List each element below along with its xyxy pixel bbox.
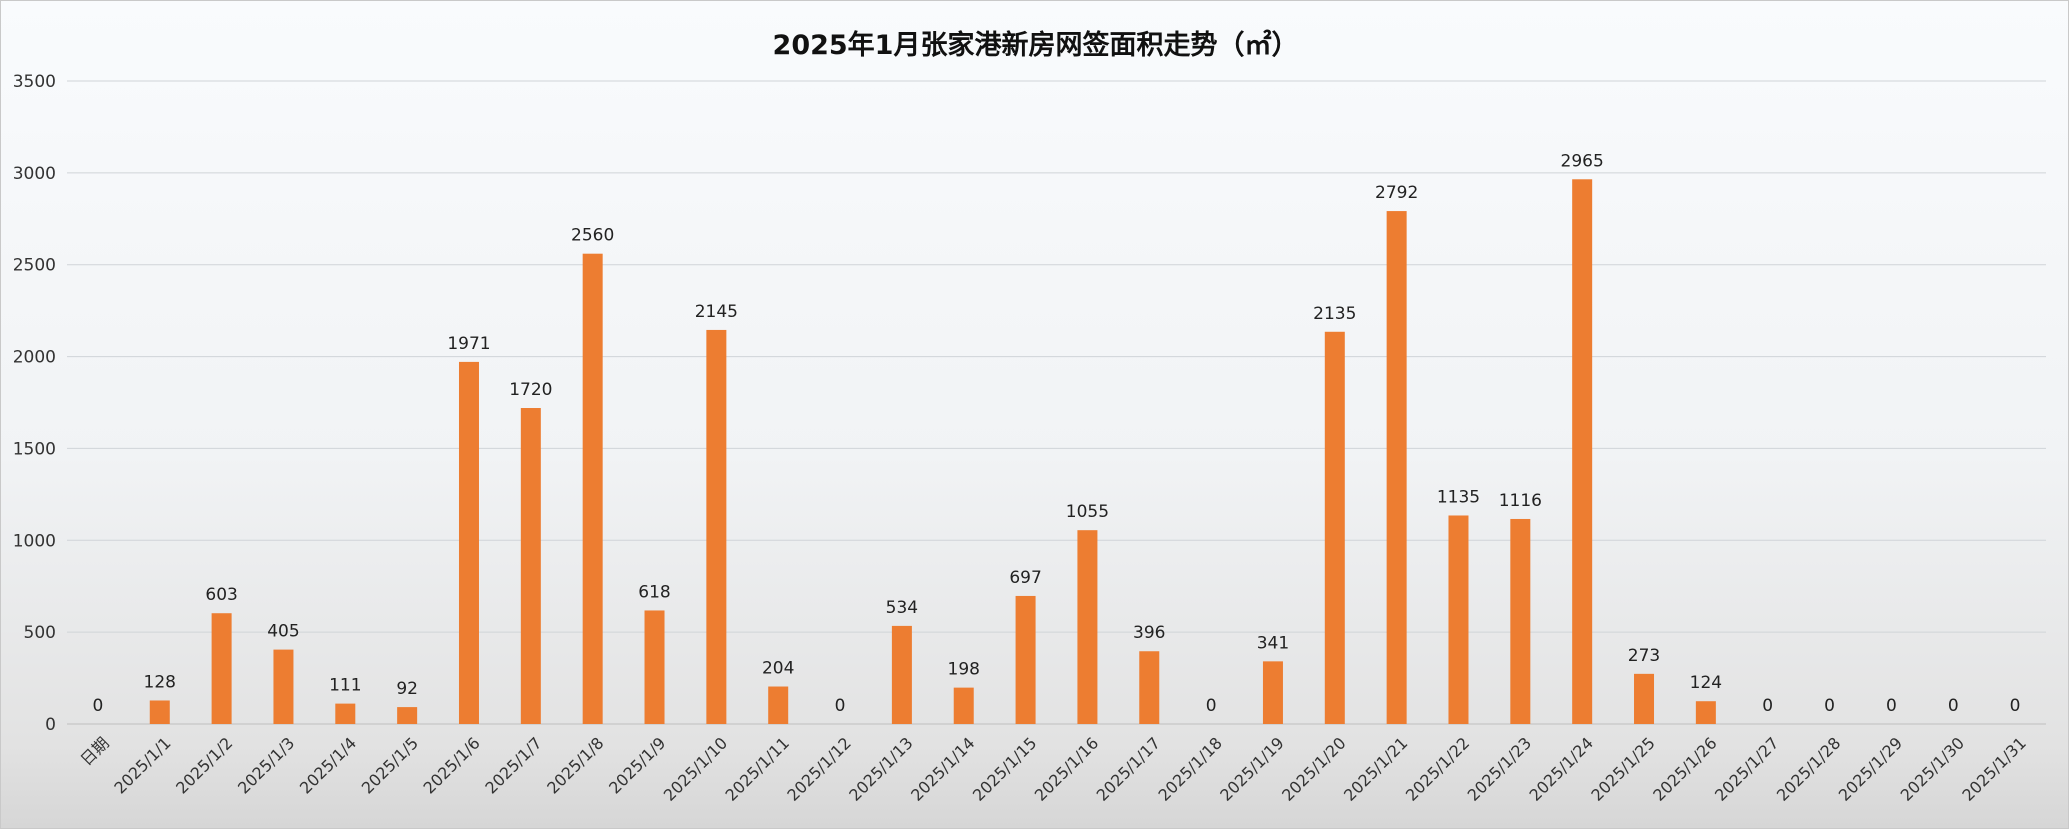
y-tick-label: 2000 [13, 348, 56, 368]
x-tick-label: 2025/1/17 [1093, 733, 1164, 804]
data-label: 0 [2010, 696, 2021, 716]
bar [458, 361, 479, 724]
bar [1324, 331, 1345, 724]
x-tick-label: 2025/1/10 [660, 733, 731, 804]
y-tick-label: 1500 [13, 439, 56, 459]
data-label: 341 [1257, 633, 1289, 653]
x-tick-label: 2025/1/19 [1216, 733, 1287, 804]
x-tick-label: 2025/1/28 [1773, 733, 1844, 804]
x-tick-label: 2025/1/16 [1031, 733, 1102, 804]
y-tick-label: 0 [45, 715, 56, 735]
data-label: 124 [1690, 673, 1722, 693]
data-label: 0 [1762, 696, 1773, 716]
bar [1262, 661, 1283, 724]
x-tick-label: 2025/1/4 [296, 733, 360, 797]
bar [582, 253, 603, 725]
x-tick-label: 2025/1/22 [1402, 733, 1473, 804]
data-label: 92 [396, 679, 418, 699]
data-label: 0 [1948, 696, 1959, 716]
bar [1077, 530, 1098, 724]
data-label: 1055 [1066, 502, 1109, 522]
x-tick-label: 2025/1/31 [1958, 733, 2029, 804]
bar [211, 613, 232, 724]
x-tick-label: 2025/1/13 [845, 733, 916, 804]
data-label: 396 [1133, 623, 1165, 643]
bar [1510, 518, 1531, 724]
bar [1015, 595, 1036, 724]
x-tick-label: 2025/1/1 [110, 733, 174, 797]
y-tick-label: 500 [24, 623, 56, 643]
data-label: 2965 [1561, 151, 1604, 171]
bar [335, 703, 356, 724]
data-label: 2145 [695, 302, 738, 322]
x-tick-label: 2025/1/2 [172, 733, 236, 797]
data-label: 128 [144, 672, 176, 692]
bar [953, 687, 974, 724]
data-label: 273 [1628, 646, 1660, 666]
data-label: 111 [329, 676, 361, 696]
data-label: 618 [638, 582, 670, 602]
x-tick-label: 2025/1/15 [969, 733, 1040, 804]
x-tick-label: 2025/1/18 [1154, 733, 1225, 804]
x-tick-label: 2025/1/23 [1464, 733, 1535, 804]
data-label: 534 [886, 598, 918, 618]
bar [706, 329, 727, 724]
x-tick-label: 2025/1/26 [1649, 733, 1720, 804]
x-tick-label: 2025/1/12 [783, 733, 854, 804]
bar [891, 625, 912, 724]
data-label: 697 [1009, 568, 1041, 588]
y-tick-label: 1000 [13, 531, 56, 551]
x-tick-label: 2025/1/5 [358, 733, 422, 797]
x-tick-label: 2025/1/11 [722, 733, 793, 804]
y-tick-label: 3500 [13, 72, 56, 92]
bar [273, 649, 294, 724]
bar [1572, 179, 1593, 725]
x-tick-label: 2025/1/7 [481, 733, 545, 797]
x-tick-label: 2025/1/24 [1526, 733, 1597, 804]
x-tick-label: 2025/1/30 [1897, 733, 1968, 804]
x-tick-label: 2025/1/9 [605, 733, 669, 797]
chart-title: 2025年1月张家港新房网签面积走势（㎡） [772, 30, 1299, 61]
x-tick-label: 2025/1/6 [420, 733, 484, 797]
data-label: 1116 [1499, 491, 1542, 511]
data-label: 204 [762, 659, 794, 679]
bar [1634, 673, 1655, 724]
x-tick-label: 2025/1/20 [1278, 733, 1349, 804]
bar [644, 610, 665, 724]
x-tick-label: 2025/1/14 [907, 733, 978, 804]
y-tick-label: 2500 [13, 256, 56, 276]
data-label: 2560 [571, 226, 614, 246]
x-tick-label: 2025/1/29 [1835, 733, 1906, 804]
bar [1139, 651, 1160, 724]
data-label: 0 [1824, 696, 1835, 716]
data-label: 2135 [1313, 304, 1356, 324]
data-label: 405 [267, 622, 299, 642]
data-label: 1135 [1437, 487, 1480, 507]
x-tick-label: 2025/1/8 [543, 733, 607, 797]
data-label: 0 [1886, 696, 1897, 716]
data-label: 198 [948, 660, 980, 680]
data-label: 0 [835, 696, 846, 716]
data-label: 1971 [447, 334, 490, 354]
bar [397, 707, 418, 724]
bar [149, 700, 170, 724]
x-tick-label: 2025/1/21 [1340, 733, 1411, 804]
bar [520, 408, 541, 724]
x-tick-label: 2025/1/25 [1587, 733, 1658, 804]
y-tick-label: 3000 [13, 164, 56, 184]
bar [1448, 515, 1469, 724]
data-label: 603 [205, 585, 237, 605]
data-label: 0 [93, 696, 104, 716]
data-label: 2792 [1375, 183, 1418, 203]
bar [1695, 701, 1716, 724]
bar [1386, 211, 1407, 725]
bar [768, 686, 789, 724]
data-label: 0 [1206, 696, 1217, 716]
data-label: 1720 [509, 380, 552, 400]
x-tick-label: 2025/1/3 [234, 733, 298, 797]
x-tick-label: 日期 [77, 733, 113, 769]
x-tick-label: 2025/1/27 [1711, 733, 1782, 804]
